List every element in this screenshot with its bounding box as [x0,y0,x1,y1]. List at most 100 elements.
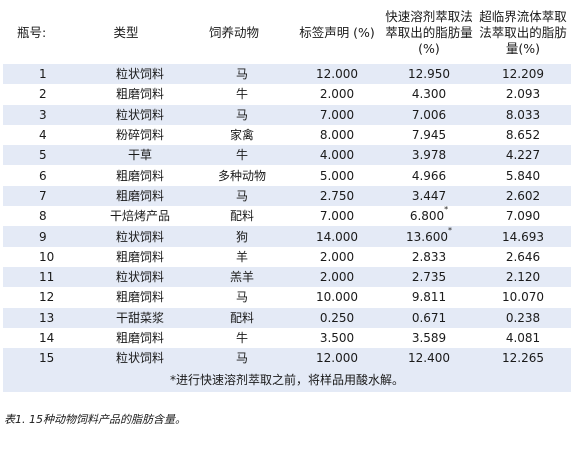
cell-label-claim-value: 7.000 [319,107,355,122]
header-label-claim: 标签声明 (%) [299,25,375,40]
cell-sfe-value: 2.120 [505,270,541,285]
table-row: 4 粉碎饲料 家禽 8.000 7.945 8.652 [3,124,571,146]
cell-type-value: 干焙烤产品 [109,209,170,224]
cell-type: 粉碎饲料 [75,125,177,145]
cell-animal: 牛 [177,84,291,104]
cell-animal: 多种动物 [177,165,291,185]
cell-type: 粗磨饲料 [75,287,177,307]
cell-label-claim-value: 2.000 [319,270,355,285]
cell-fast-solvent-value: 9.811 [411,290,447,305]
cell-label-claim-value: 4.000 [319,148,355,163]
cell-bottle-no-value: 10 [39,249,55,264]
cell-sfe-value: 8.033 [505,107,541,122]
cell-animal: 马 [177,287,291,307]
cell-bottle-no-value: 2 [39,87,47,102]
cell-type: 干甜菜浆 [75,308,177,328]
cell-type: 粗磨饲料 [75,247,177,267]
cell-type-value: 粒状饲料 [115,229,164,244]
cell-label-claim: 2.000 [291,267,383,287]
cell-fast-solvent-value: 12.400 [408,351,450,366]
cell-fast-solvent-value: 12.950 [408,67,450,82]
cell-animal-value: 家禽 [229,128,254,143]
cell-sfe: 4.227 [475,145,571,165]
cell-type: 干焙烤产品 [75,206,177,226]
cell-type: 粒状饲料 [75,226,177,246]
cell-sfe: 2.120 [475,267,571,287]
cell-bottle-no-value: 5 [39,148,47,163]
cell-animal-value: 马 [235,67,248,82]
table-row: 6 粗磨饲料 多种动物 5.000 4.966 5.840 [3,165,571,186]
cell-bottle-no-value: 8 [39,209,47,224]
cell-label-claim: 7.000 [291,206,383,226]
cell-type: 粗磨饲料 [75,84,177,104]
cell-bottle-no-value: 11 [39,270,55,285]
cell-fast-solvent-value: 4.300 [411,87,447,102]
cell-type-value: 干甜菜浆 [115,310,164,325]
cell-label-claim-value: 2.000 [319,249,355,264]
cell-fast-solvent-value: 6.800 [409,209,445,224]
cell-label-claim-value: 10.000 [316,290,358,305]
cell-type-value: 粗磨饲料 [115,249,164,264]
cell-animal-value: 马 [235,351,248,366]
table-row: 15 粒状饲料 马 12.000 12.400 12.265 [3,348,571,369]
cell-animal: 羊 [177,247,291,267]
table-row: 2 粗磨饲料 牛 2.000 4.300 2.093 [3,84,571,105]
cell-animal: 马 [177,348,291,368]
cell-fast-solvent-value: 0.671 [411,310,447,325]
cell-label-claim-value: 3.500 [319,331,355,345]
cell-sfe-value: 10.070 [502,290,544,305]
table-row: 12 粗磨饲料 马 10.000 9.811 10.070 [3,287,571,308]
cell-bottle-no: 11 [3,267,75,287]
cell-animal: 狗 [177,226,291,246]
cell-label-claim: 14.000 [291,226,383,246]
cell-type-value: 粒状饲料 [115,270,164,285]
cell-sfe: 5.840 [475,165,571,185]
cell-fast-solvent: 6.800* [383,206,475,226]
cell-label-claim: 12.000 [291,64,383,84]
cell-type: 粗磨饲料 [75,328,177,348]
cell-label-claim-value: 12.000 [316,67,358,82]
cell-bottle-no-value: 1 [39,67,47,82]
cell-bottle-no: 1 [3,64,75,84]
cell-fast-solvent: 13.600* [383,226,475,246]
cell-bottle-no: 13 [3,308,75,328]
cell-animal-value: 狗 [235,229,248,244]
cell-label-claim-value: 7.000 [319,209,355,224]
cell-type-value: 粗磨饲料 [115,168,164,183]
table-footnote: *进行快速溶剂萃取之前，将样品用酸水解。 [169,373,404,388]
cell-label-claim: 5.000 [291,165,383,185]
cell-bottle-no: 9 [3,226,75,246]
table-row: 9 粒状饲料 狗 14.000 13.600* 14.693 [3,226,571,247]
table-caption: 表1. 15种动物饲料产品的脂肪含量。 [4,413,186,426]
header-type: 类型 [113,25,139,40]
cell-fast-solvent: 3.447 [383,186,475,206]
cell-label-claim: 2.750 [291,186,383,206]
cell-bottle-no-value: 12 [39,290,55,305]
cell-fast-solvent-value: 3.447 [411,188,447,203]
data-table-container: 瓶号: 类型 饲养动物 标签声明 (%) 快速溶剂萃取法萃取出的脂肪量(%) 超… [3,2,571,393]
cell-label-claim: 7.000 [291,105,383,125]
cell-type-value: 粒状饲料 [115,351,164,366]
table-row: 11 粒状饲料 羔羊 2.000 2.735 2.120 [3,266,571,288]
cell-label-claim-value: 5.000 [319,168,355,183]
cell-fast-solvent-value: 4.966 [411,168,447,183]
cell-sfe: 2.646 [475,247,571,267]
cell-sfe-value: 8.652 [505,128,541,143]
cell-fast-solvent: 3.589 [383,328,475,348]
cell-animal-value: 配料 [229,209,254,224]
cell-bottle-no: 15 [3,348,75,368]
cell-animal: 配料 [177,308,291,328]
table-row: 5 干草 牛 4.000 3.978 4.227 [3,145,571,166]
cell-animal-value: 马 [235,107,248,122]
cell-animal: 马 [177,64,291,84]
cell-bottle-no: 5 [3,145,75,165]
cell-sfe: 7.090 [475,206,571,226]
header-animal: 饲养动物 [208,25,259,40]
cell-sfe: 2.602 [475,186,571,206]
cell-label-claim: 2.000 [291,247,383,267]
table-row: 14 粗磨饲料 牛 3.500 3.589 4.081 [3,327,571,349]
cell-label-claim: 4.000 [291,145,383,165]
cell-animal-value: 马 [235,290,248,305]
cell-sfe: 10.070 [475,287,571,307]
cell-sfe-value: 2.602 [505,188,541,203]
